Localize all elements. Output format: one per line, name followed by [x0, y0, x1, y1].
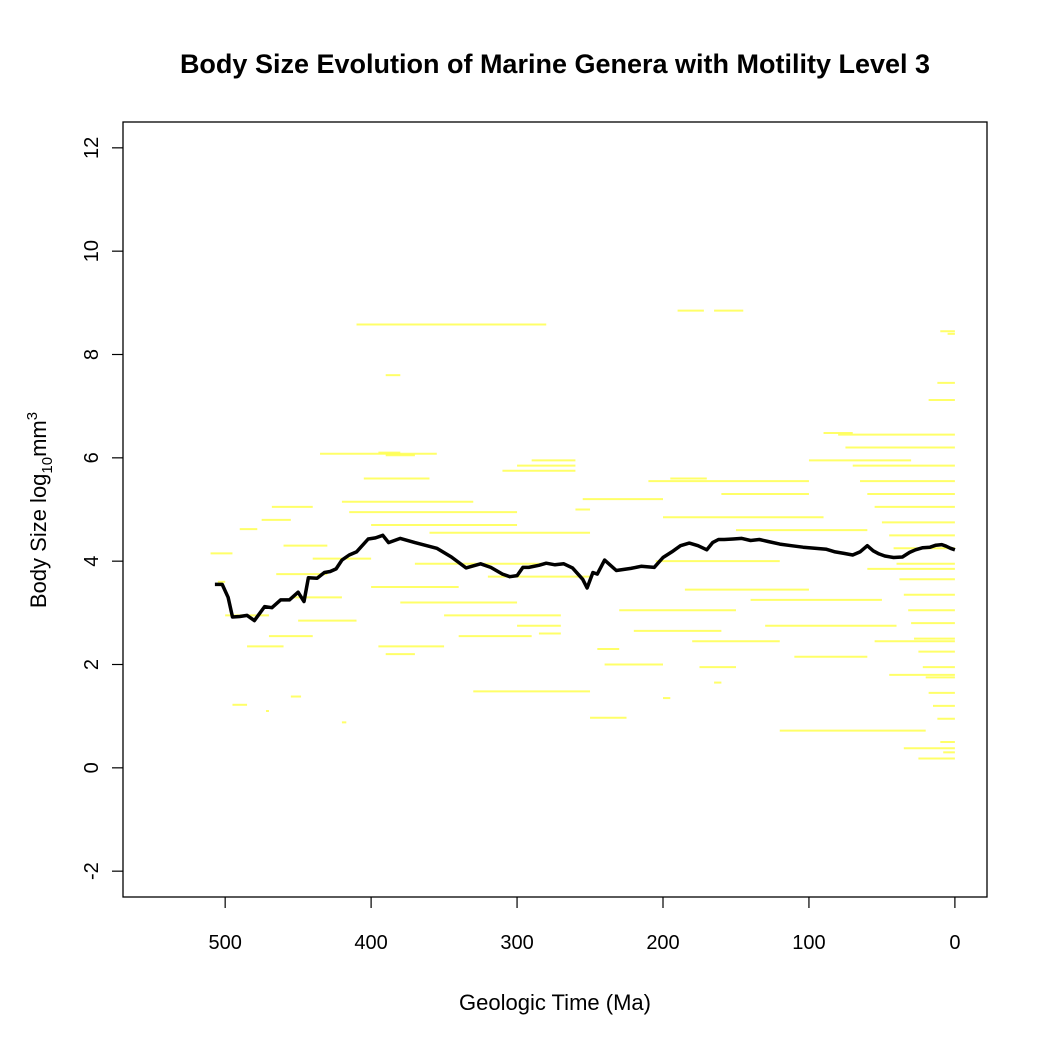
x-axis-label: Geologic Time (Ma) — [459, 990, 651, 1015]
x-tick-label: 400 — [354, 932, 387, 954]
y-tick-label: 0 — [81, 762, 103, 773]
y-tick-label: 2 — [81, 659, 103, 670]
mean-size-line — [214, 533, 956, 623]
y-axis: -2 0 2 4 6 8 10 12 — [81, 137, 123, 880]
y-axis-label-superscript: 3 — [24, 412, 41, 420]
y-tick-label: 10 — [81, 240, 103, 262]
y-axis-label-unit: mm — [26, 420, 51, 457]
chart-title: Body Size Evolution of Marine Genera wit… — [180, 49, 930, 79]
y-tick-label: 4 — [81, 556, 103, 567]
plot-frame — [122, 121, 988, 898]
y-tick-label: 6 — [81, 452, 103, 463]
y-axis-label-main: Body Size log — [26, 474, 51, 609]
x-axis: 500 400 300 200 100 0 — [208, 897, 960, 954]
range-lines — [210, 309, 955, 760]
x-tick-label: 300 — [500, 932, 533, 954]
y-tick-label: -2 — [81, 862, 103, 880]
y-axis-label: Body Size log10mm3 — [24, 412, 56, 608]
x-tick-label: 0 — [949, 932, 960, 954]
x-tick-label: 500 — [208, 932, 241, 954]
y-tick-label: 8 — [81, 349, 103, 360]
y-tick-label: 12 — [81, 137, 103, 159]
x-tick-label: 200 — [646, 932, 679, 954]
x-tick-label: 100 — [792, 932, 825, 954]
y-axis-label-subscript: 10 — [39, 457, 56, 474]
